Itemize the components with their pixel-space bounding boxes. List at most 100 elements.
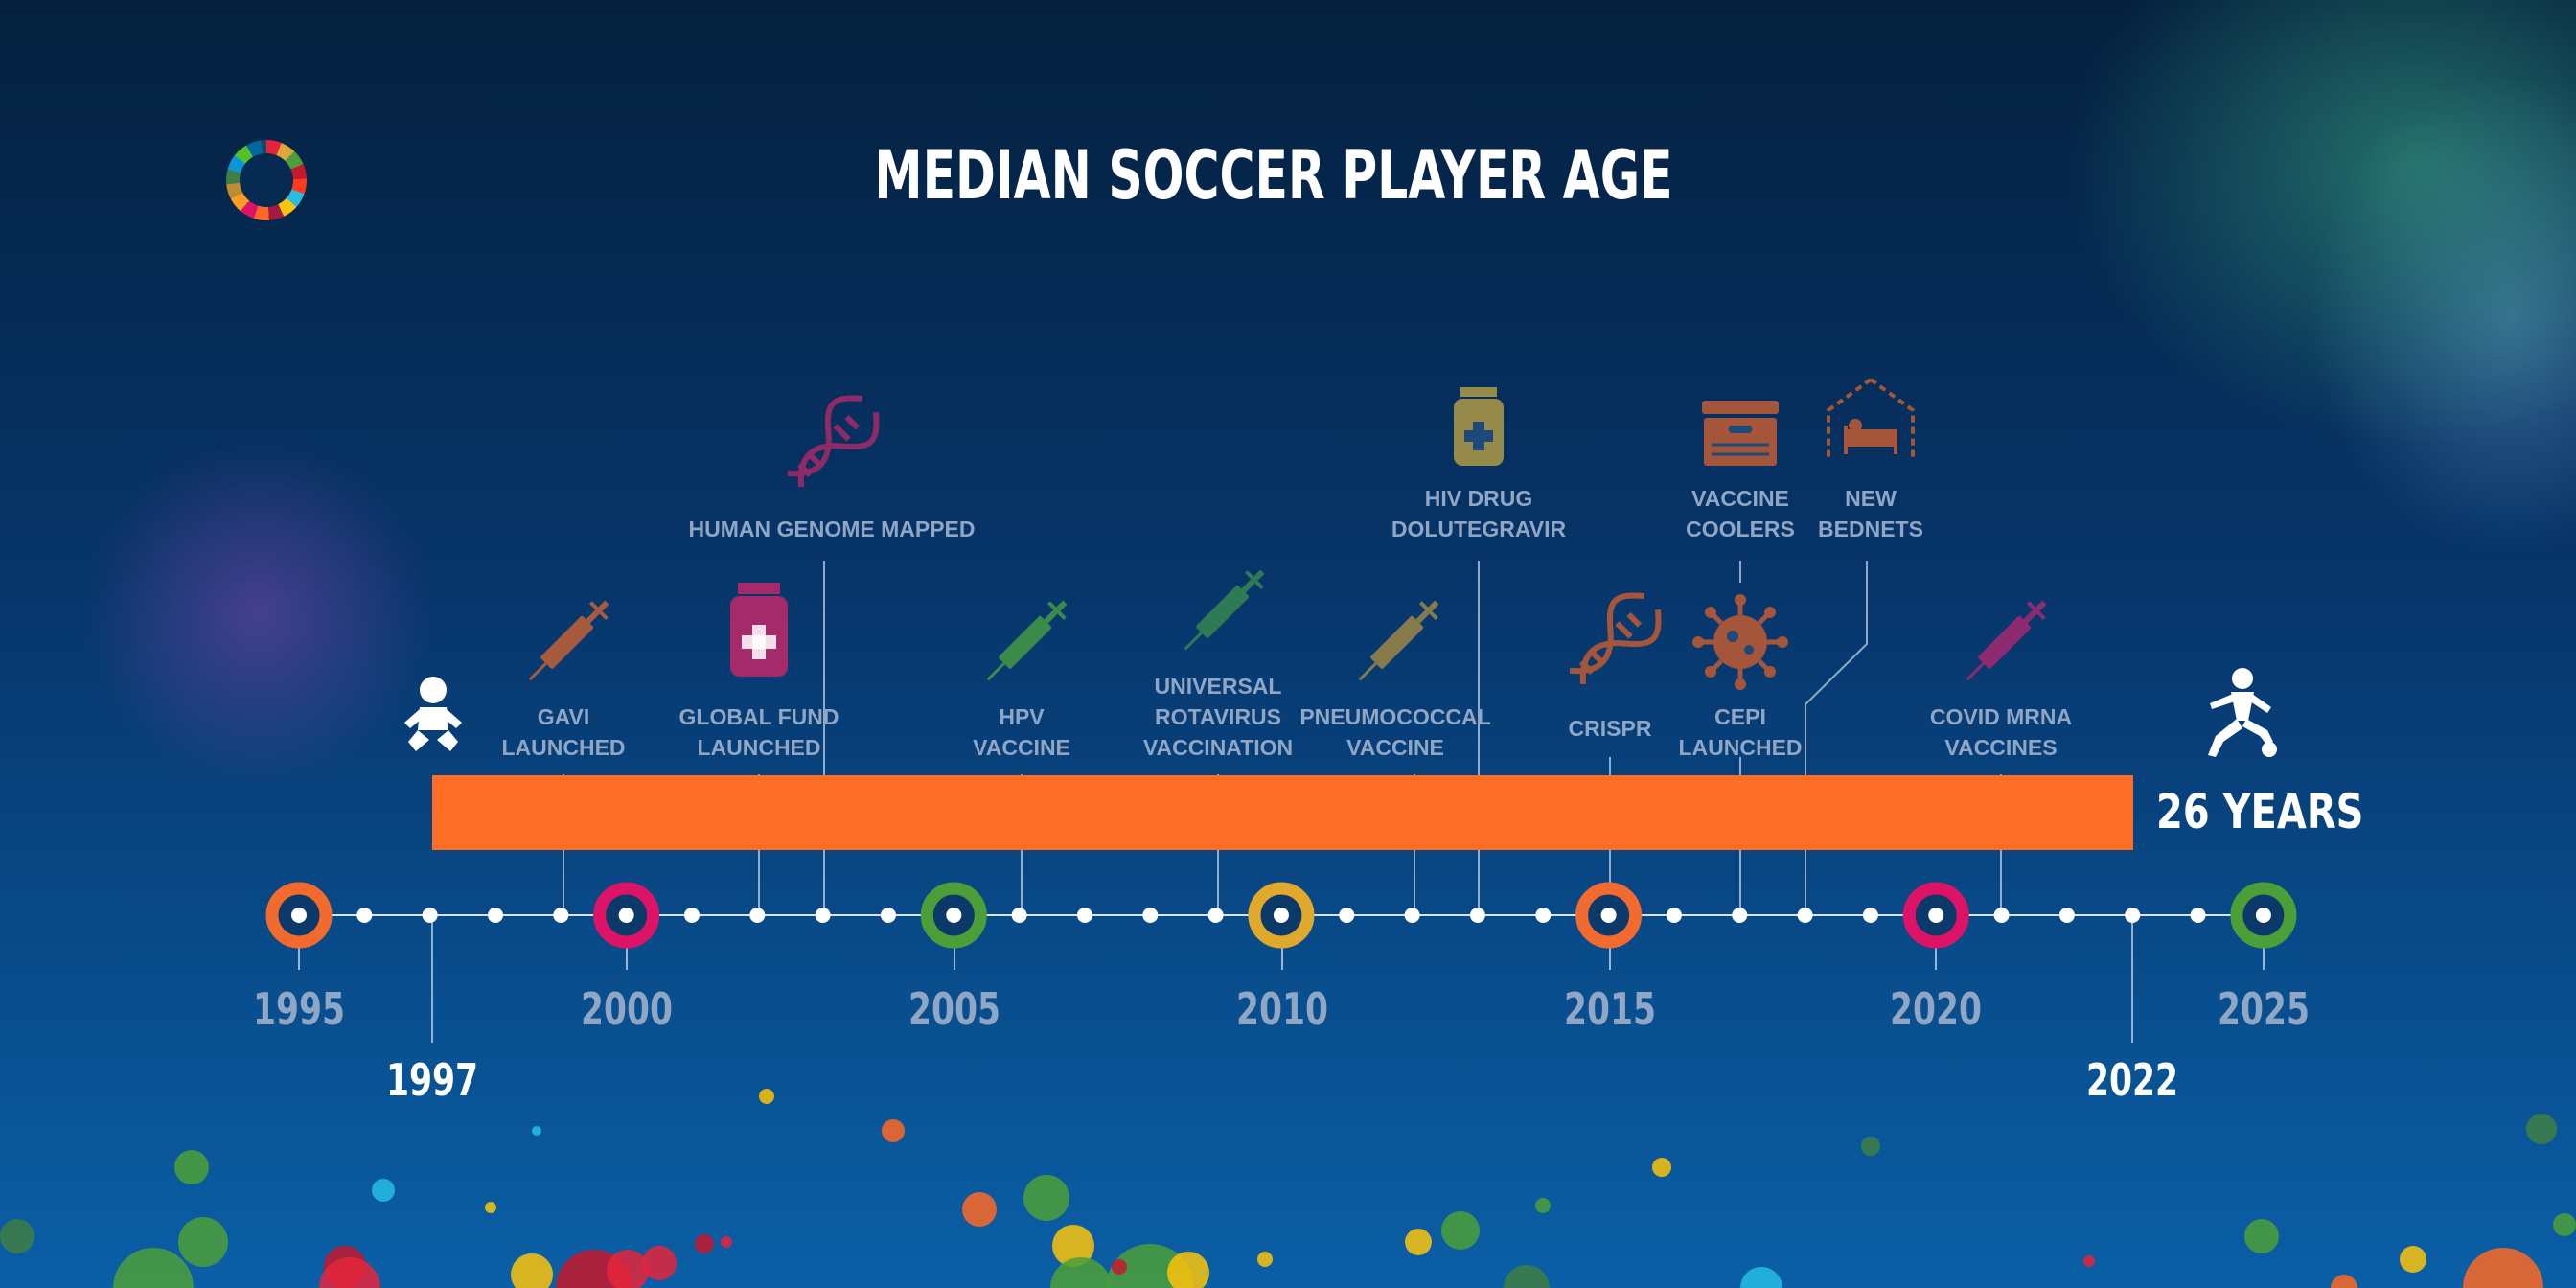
medicine-bottle-icon [1454,387,1504,466]
decorative-bubble [319,1257,380,1288]
medicine-bottle-icon [730,583,788,677]
year-label-2010: 2010 [1235,983,1329,1035]
event-label-vaccine-coolers: VACCINE COOLERS [1686,486,1795,541]
year-label-2005: 2005 [908,983,1001,1035]
axis-dot [553,908,569,923]
decorative-bubble [2553,1213,2576,1236]
decorative-bubble [174,1150,209,1184]
decorative-bubble [1441,1211,1480,1250]
dna-icon [787,395,880,488]
decorative-bubble [485,1202,496,1213]
decorative-bubble [1652,1158,1671,1177]
decorative-bubble [1535,1198,1551,1213]
cooler-box-icon [1702,401,1779,466]
axis-dot [1993,908,2010,923]
dna-icon [1569,592,1662,685]
axis-dot [749,908,766,923]
syringe-icon [1358,600,1439,681]
year-label-2000: 2000 [580,983,674,1035]
sdg-wheel-icon [226,140,307,220]
axis-dot [1666,908,1682,923]
decorative-bubble [2331,1275,2358,1288]
year-label-2015: 2015 [1563,983,1657,1035]
decorative-bubble [2526,1114,2557,1144]
decorative-bubble [532,1126,541,1136]
event-label-rotavirus: UNIVERSAL ROTAVIRUS VACCINATION [1142,674,1294,760]
decorative-bubble [1167,1252,1209,1288]
axis-dot [1797,908,1813,923]
axis-dot [356,908,373,923]
span-years-label: 26 YEARS [2156,784,2364,840]
decorative-bubble [2083,1255,2095,1267]
axis-dot [880,908,896,923]
decorative-bubble [759,1089,774,1104]
decade-ring-center [946,908,962,923]
virus-icon [1692,594,1788,690]
span-bar [432,775,2133,850]
year-label-2025: 2025 [2217,983,2311,1035]
event-label-global-fund: GLOBAL FUND LAUNCHED [678,704,840,760]
decorative-bubble [882,1119,905,1142]
decorative-bubble [2463,1248,2543,1288]
decorative-bubble [113,1248,194,1288]
decade-ring-center [1600,908,1617,923]
event-label-covid-mrna: COVID MRNA VACCINES [1929,704,2073,760]
syringe-icon [986,600,1068,681]
decorative-bubble [695,1234,714,1254]
event-label-gavi: GAVI LAUNCHED [501,704,626,760]
decade-ring-center [2255,908,2271,923]
axis-dot-markers [356,908,2206,923]
axis-dot [1862,908,1878,923]
decorative-bubble [2400,1246,2426,1273]
decorative-bubble [372,1179,395,1202]
syringe-icon [528,600,610,681]
start-year-label: 1997 [385,1054,479,1106]
axis-dot [683,908,700,923]
event-label-new-bednets: NEW BEDNETS [1818,486,1923,541]
page-title: MEDIAN SOCCER PLAYER AGE [874,136,1673,215]
event-label-hpv: HPV VACCINE [973,704,1070,760]
end-year-label: 2022 [2085,1054,2179,1106]
decorative-bubble [511,1254,553,1288]
axis-dot [2058,908,2075,923]
decorative-bubble [0,1219,34,1254]
decorative-bubble [1740,1267,1782,1288]
axis-dot [1404,908,1420,923]
event-label-crispr: CRISPR [1568,716,1652,741]
decorative-bubble [178,1217,228,1267]
event-label-cepi: CEPI LAUNCHED [1678,704,1803,760]
decorative-bubble [607,1250,649,1288]
decade-ring-center [1928,908,1944,923]
decade-ring-center [291,908,307,923]
axis-dot [1535,908,1552,923]
axis-dot [422,908,438,923]
event-label-hiv-drug: HIV DRUG DOLUTEGRAVIR [1391,486,1567,541]
decorative-bubble [1052,1225,1094,1267]
year-label-2020: 2020 [1889,983,1983,1035]
decorative-bubble [962,1192,997,1227]
axis-dot [2125,908,2141,923]
bednet-icon [1827,378,1915,460]
decade-ring-center [1273,908,1289,923]
axis-dot [1732,908,1748,923]
decorative-bubble [1405,1229,1432,1255]
decade-ring-markers [265,882,2297,949]
axis-dot [815,908,831,923]
decorative-bubble [1112,1259,1127,1275]
axis-dot [1011,908,1027,923]
decorative-bubble [642,1246,677,1280]
axis-dot [1469,908,1485,923]
decade-ring-center [618,908,634,923]
axis-dot [1076,908,1092,923]
axis-dot [487,908,503,923]
decorative-bubble [2244,1219,2279,1254]
syringe-icon [1184,569,1265,651]
year-label-1995: 1995 [252,983,346,1035]
decorative-bubble [721,1236,732,1248]
soccer-player-icon [2208,668,2277,757]
axis-dot [1208,908,1224,923]
event-label-human-genome: HUMAN GENOME MAPPED [688,517,976,541]
event-label-pneumococcal: PNEUMOCOCCAL VACCINE [1300,704,1491,760]
